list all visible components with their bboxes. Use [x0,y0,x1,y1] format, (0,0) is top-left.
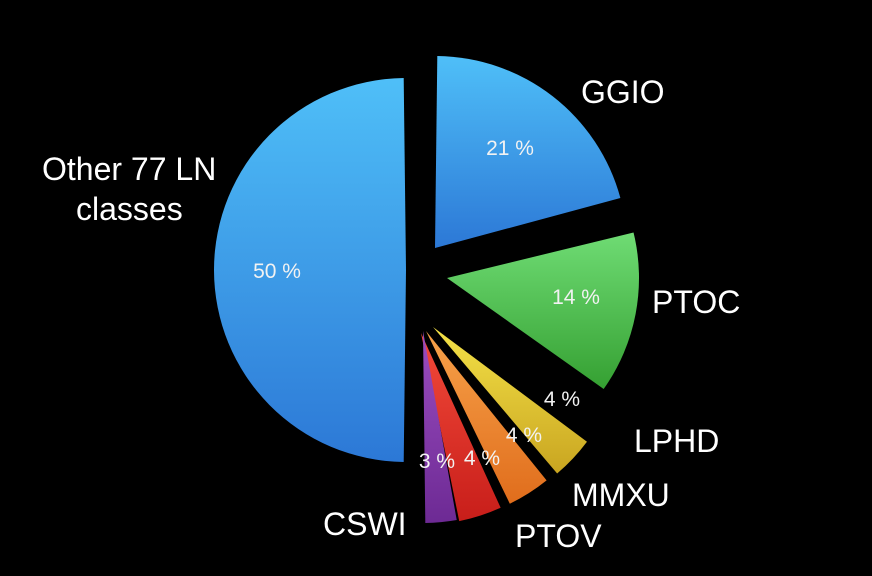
slice-category-label: Other 77 LN classes [42,151,216,227]
pie-slice-mmxu [426,331,547,504]
slice-percent-label: 3 % [419,450,455,473]
slice-percent-label: 4 % [506,424,542,447]
pie-slice-ptoc [447,232,639,389]
slice-category-label: PTOV [515,518,602,554]
slice-category-label: GGIO [581,74,665,110]
pie-slices [213,56,639,523]
pie-slice-other-77-ln-classes [213,78,406,462]
pie-slice-cswi [423,331,457,523]
slice-percent-label: 14 % [552,286,600,309]
slice-category-label: LPHD [634,423,719,459]
slice-category-label: MMXU [572,477,670,513]
pie-slice-ggio [435,56,621,248]
pie-slice-ptov [421,333,501,522]
slice-percent-label: 4 % [464,447,500,470]
slice-category-label: PTOC [652,284,740,320]
slice-percent-label: 50 % [253,260,301,283]
slice-category-label: CSWI [323,506,407,542]
pie-labels: 21 % GGIO 14 % PTOC 4 % LPHD 4 % MMXU 4 % PTOV 3 %… [42,74,740,554]
slice-percent-label: 4 % [544,388,580,411]
pie-slice-lphd [433,327,587,474]
slice-percent-label: 21 % [486,137,534,160]
